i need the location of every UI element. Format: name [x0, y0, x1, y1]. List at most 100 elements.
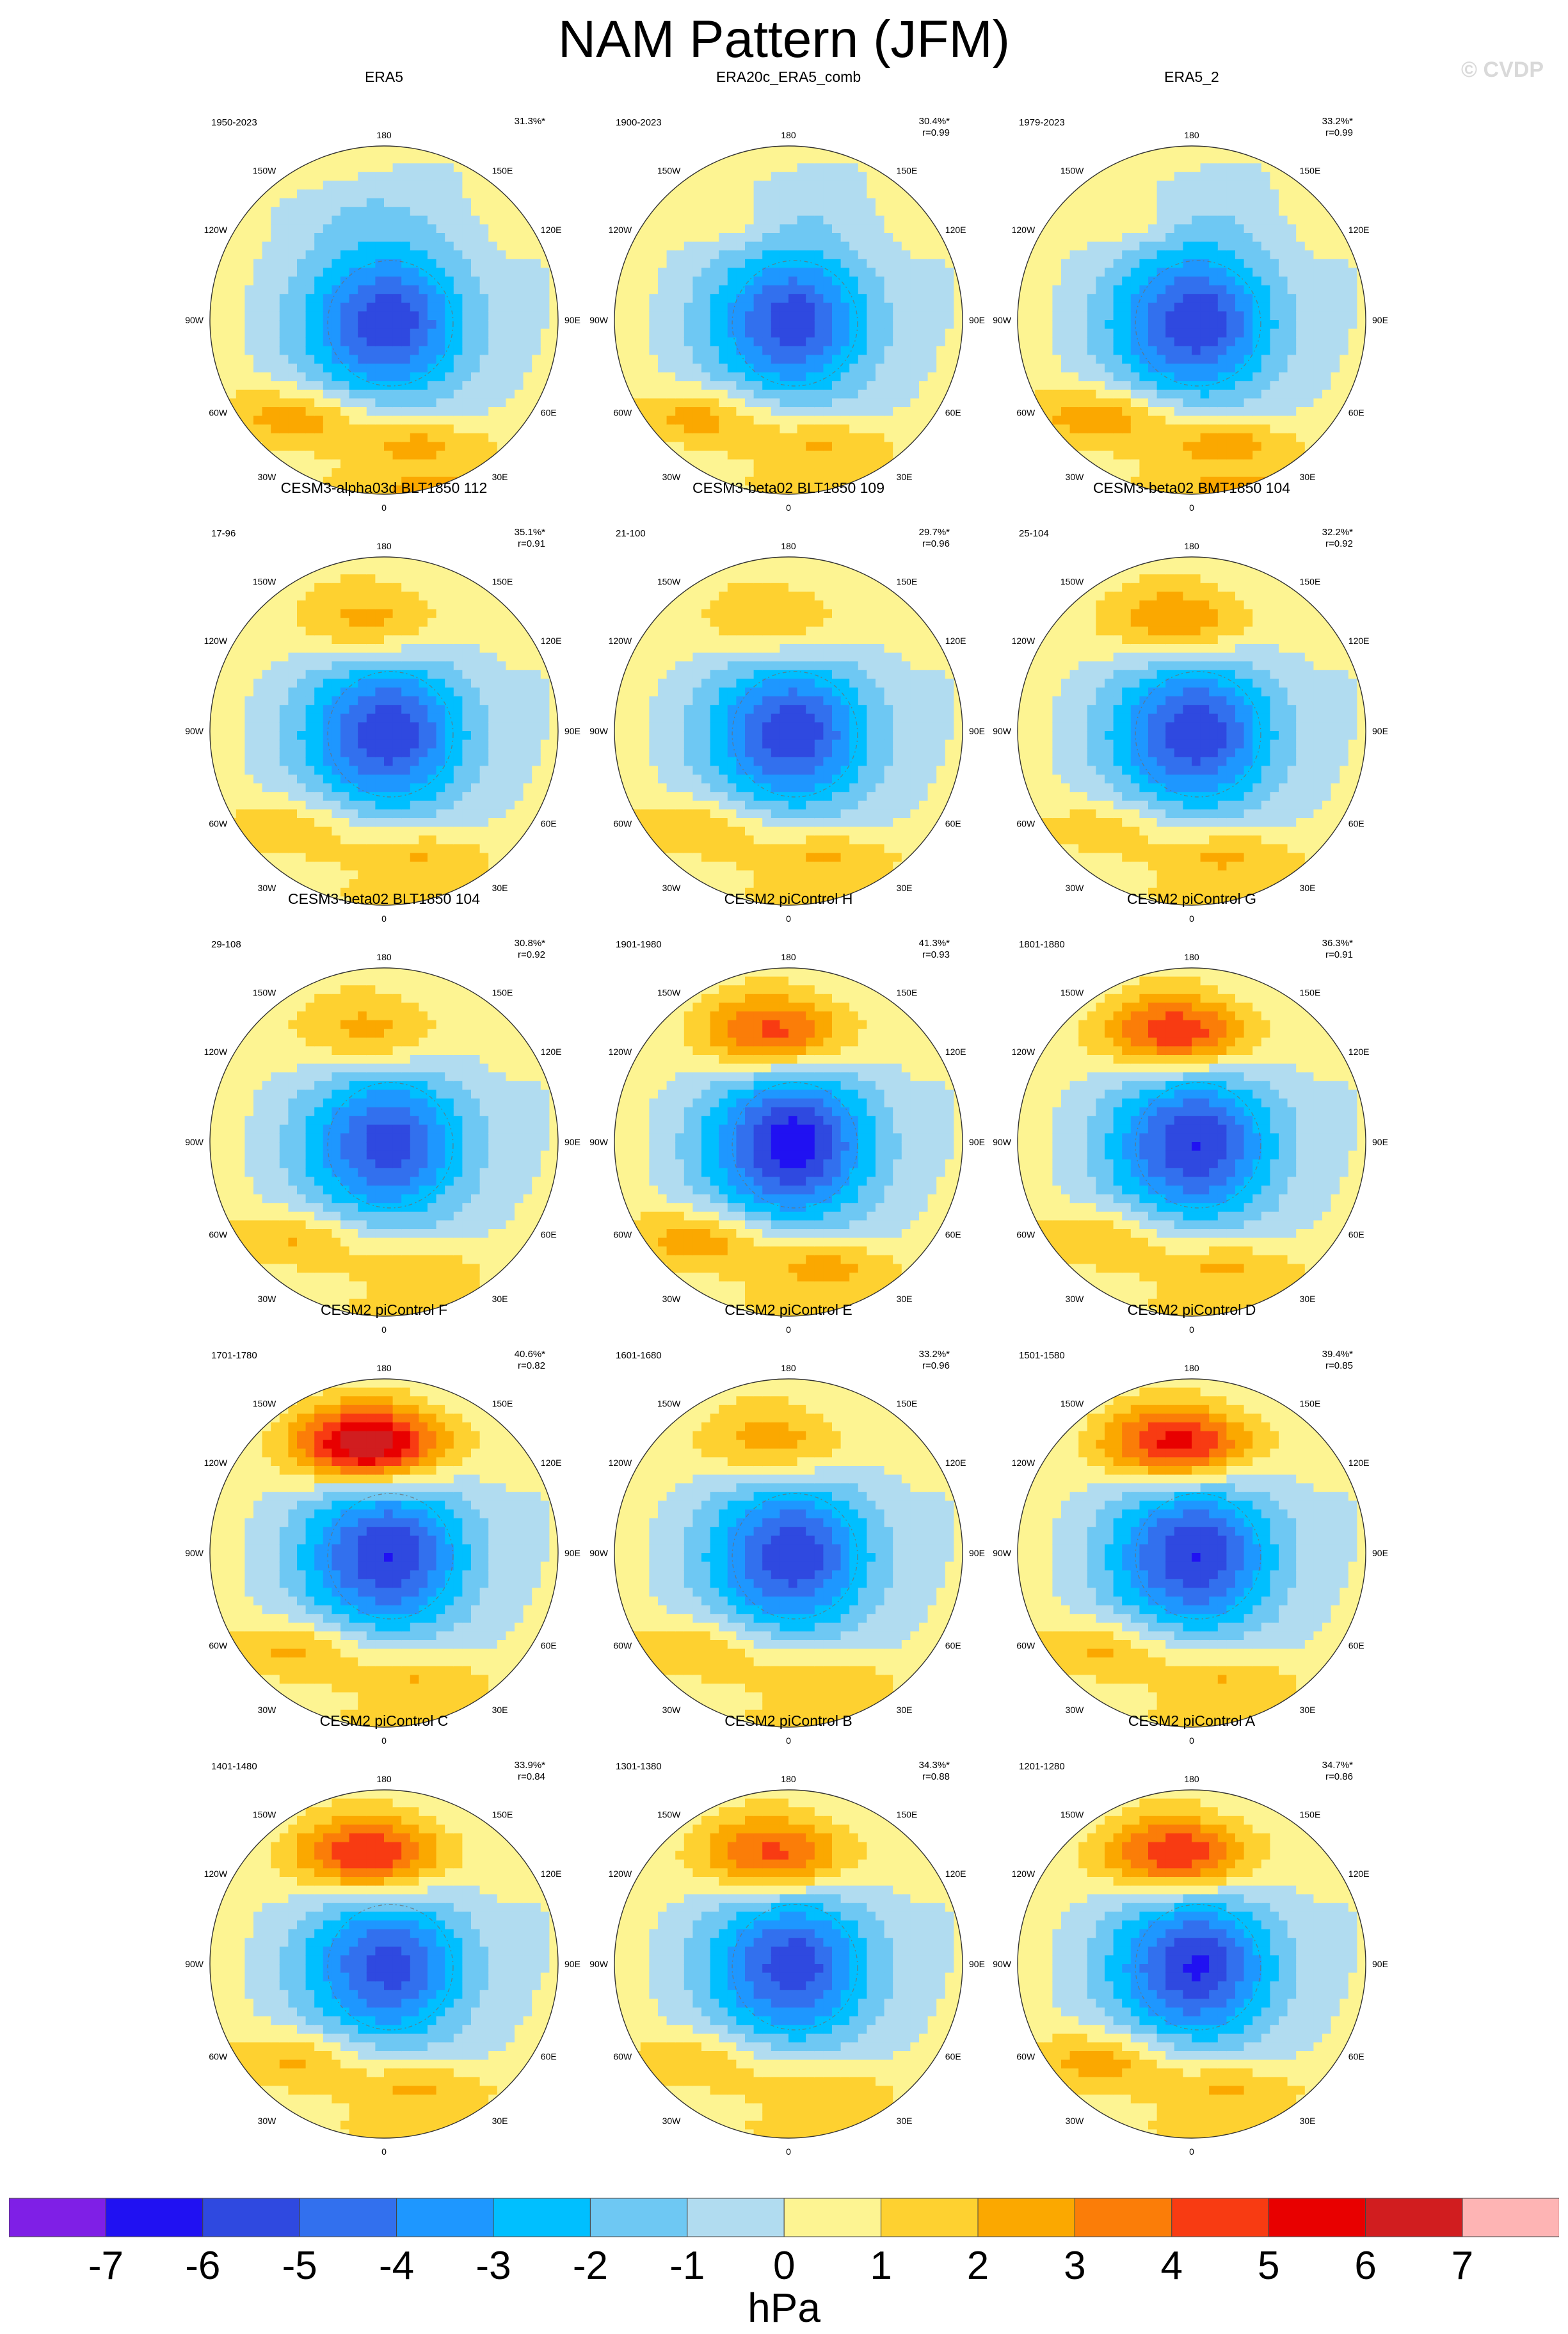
- field-cell: [832, 451, 842, 460]
- field-cell: [227, 381, 237, 390]
- field-cell: [692, 302, 702, 312]
- field-cell: [1261, 277, 1271, 286]
- field-cell: [1226, 224, 1236, 234]
- field-cell: [666, 277, 676, 286]
- field-cell: [1174, 337, 1184, 347]
- field-cell: [745, 346, 755, 356]
- field-cell: [271, 748, 280, 758]
- field-cell: [1261, 372, 1271, 382]
- field-cell: [1226, 268, 1236, 277]
- field-cell: [462, 364, 472, 373]
- field-cell: [1156, 198, 1166, 207]
- field-cell: [701, 181, 711, 190]
- field-cell: [788, 468, 798, 478]
- field-cell: [849, 302, 859, 312]
- field-cell: [401, 557, 411, 567]
- field-cell: [788, 398, 798, 408]
- field-cell: [1183, 181, 1192, 190]
- field-cell: [1270, 415, 1279, 425]
- field-cell: [419, 163, 428, 173]
- field-cell: [410, 259, 420, 269]
- field-cell: [1287, 468, 1297, 478]
- field-cell: [849, 181, 859, 190]
- field-cell: [305, 652, 315, 662]
- field-cell: [736, 442, 746, 451]
- field-cell: [515, 241, 524, 251]
- field-cell: [506, 433, 515, 443]
- field-cell: [1270, 389, 1279, 399]
- field-cell: [244, 766, 254, 775]
- field-cell: [297, 800, 307, 810]
- field-cell: [1165, 459, 1175, 469]
- field-cell: [340, 442, 350, 451]
- field-cell: [1087, 415, 1097, 425]
- field-cell: [288, 451, 298, 460]
- field-cell: [384, 407, 394, 417]
- field-cell: [314, 259, 324, 269]
- field-cell: [366, 688, 376, 697]
- field-cell: [288, 181, 298, 190]
- field-cell: [392, 844, 402, 854]
- field-cell: [428, 259, 437, 269]
- field-cell: [340, 826, 350, 836]
- field-cell: [893, 442, 902, 451]
- field-cell: [366, 215, 376, 225]
- field-cell: [858, 451, 868, 460]
- field-cell: [745, 476, 755, 487]
- field-cell: [366, 896, 376, 905]
- field-cell: [858, 364, 868, 373]
- field-cell: [314, 853, 324, 862]
- field-cell: [814, 355, 824, 364]
- field-cell: [401, 887, 411, 897]
- field-cell: [1270, 355, 1279, 364]
- field-cell: [692, 364, 702, 373]
- field-cell: [297, 442, 307, 451]
- field-cell: [358, 565, 367, 575]
- field-cell: [701, 337, 711, 347]
- field-cell: [666, 407, 676, 417]
- field-cell: [297, 783, 307, 793]
- field-cell: [1078, 268, 1088, 277]
- field-cell: [1105, 328, 1114, 338]
- field-cell: [1130, 250, 1140, 260]
- field-cell: [632, 320, 641, 330]
- field-cell: [218, 268, 228, 277]
- field-cell: [1322, 250, 1332, 260]
- field-cell: [727, 285, 737, 294]
- field-cell: [340, 398, 350, 408]
- field-cell: [1087, 364, 1097, 373]
- field-cell: [262, 635, 271, 645]
- field-cell: [806, 485, 815, 494]
- field-cell: [244, 241, 254, 251]
- field-cell: [823, 302, 833, 312]
- field-cell: [428, 389, 437, 399]
- field-cell: [658, 320, 668, 330]
- field-cell: [814, 146, 824, 156]
- field-cell: [262, 241, 271, 251]
- lon-label: 90W: [185, 315, 204, 325]
- field-cell: [358, 652, 367, 662]
- field-cell: [1226, 372, 1236, 382]
- field-cell: [401, 792, 411, 801]
- field-cell: [332, 835, 341, 845]
- field-cell: [210, 739, 220, 749]
- field-cell: [227, 259, 237, 269]
- field-cell: [410, 415, 420, 425]
- field-cell: [832, 250, 842, 260]
- field-cell: [375, 181, 385, 190]
- field-cell: [218, 372, 228, 382]
- field-cell: [1043, 241, 1053, 251]
- field-cell: [297, 328, 307, 338]
- field-cell: [436, 277, 445, 286]
- field-cell: [788, 302, 798, 312]
- field-cell: [401, 879, 411, 889]
- field-cell: [401, 407, 411, 417]
- field-cell: [279, 783, 289, 793]
- field-cell: [271, 459, 280, 469]
- field-cell: [1018, 302, 1027, 312]
- field-cell: [1139, 207, 1149, 216]
- field-cell: [392, 328, 402, 338]
- field-cell: [244, 389, 254, 399]
- field-cell: [471, 451, 481, 460]
- field-cell: [375, 163, 385, 173]
